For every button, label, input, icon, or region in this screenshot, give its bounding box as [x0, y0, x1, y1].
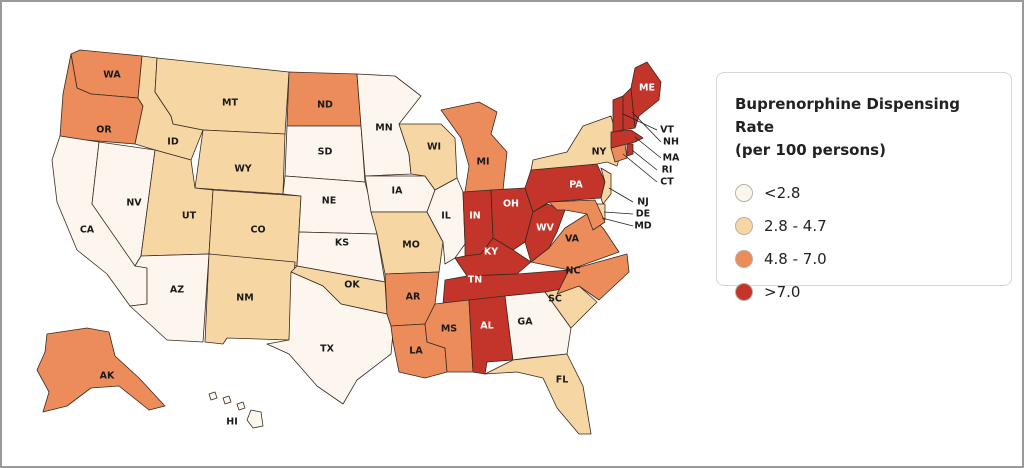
state-nm [204, 253, 296, 345]
legend-title: Buprenorphine Dispensing Rate (per 100 p… [735, 93, 993, 162]
state-label-oh: OH [503, 199, 519, 210]
state-label-wy: WY [234, 164, 251, 175]
state-label-wi: WI [427, 142, 441, 153]
legend-item-bin-3: >7.0 [735, 275, 993, 308]
state-mt [154, 57, 290, 135]
state-label-nv: NV [126, 198, 142, 209]
leader-line-ct [622, 153, 658, 183]
leader-line-md [601, 217, 634, 227]
legend-label: 4.8 - 7.0 [764, 249, 827, 268]
state-label-mi: MI [477, 157, 490, 168]
state-label-vt: VT [660, 125, 674, 136]
legend-swatch [735, 183, 753, 202]
state-label-id: ID [167, 137, 179, 148]
state-vt [612, 95, 624, 133]
state-label-ia: IA [392, 186, 404, 197]
state-label-md: MD [634, 221, 651, 232]
state-label-pa: PA [569, 180, 583, 191]
state-label-mn: MN [375, 123, 392, 134]
state-label-de: DE [636, 209, 650, 220]
state-label-nc: NC [566, 266, 581, 277]
legend-swatch [735, 282, 753, 301]
state-me [630, 61, 662, 129]
state-label-nd: ND [317, 100, 333, 111]
legend-item-bin-0: <2.8 [735, 176, 993, 209]
state-label-wa: WA [103, 70, 121, 81]
state-label-co: CO [250, 225, 265, 236]
state-mi [440, 101, 508, 193]
state-label-tn: TN [468, 275, 482, 286]
state-nc [556, 253, 630, 301]
state-label-ca: CA [80, 225, 95, 236]
leader-line-ri [631, 149, 658, 171]
state-label-ne: NE [322, 196, 336, 207]
us-choropleth-map: WA OR CA NV ID MT WY UT CO AZ NM ND SD NE KS OK TX MN IA MO… [36, 49, 680, 435]
state-label-ut: UT [182, 211, 197, 222]
state-label-ri: RI [662, 165, 673, 176]
state-label-ny: NY [592, 147, 607, 158]
state-ma [610, 129, 644, 149]
state-label-al: AL [480, 321, 493, 332]
legend: Buprenorphine Dispensing Rate (per 100 p… [716, 72, 1012, 301]
state-label-or: OR [96, 125, 112, 136]
legend-item-bin-2: 4.8 - 7.0 [735, 242, 993, 275]
state-label-me: ME [639, 83, 655, 94]
state-az [129, 253, 210, 343]
legend-item-bin-1: 2.8 - 4.7 [735, 209, 993, 242]
legend-label: <2.8 [764, 183, 801, 202]
leader-line-nh [631, 111, 662, 143]
state-label-ok: OK [344, 280, 360, 291]
state-label-sd: SD [318, 147, 333, 158]
state-label-il: IL [441, 211, 451, 222]
state-label-mo: MO [402, 240, 420, 251]
legend-title-line1: Buprenorphine Dispensing Rate [735, 95, 961, 136]
state-ak [36, 327, 166, 413]
state-label-ak: AK [100, 371, 115, 382]
state-label-hi: HI [226, 417, 238, 428]
state-tx [266, 271, 394, 405]
state-label-mt: MT [222, 98, 238, 109]
legend-title-line2: (per 100 persons) [735, 141, 886, 159]
state-label-ms: MS [441, 324, 457, 335]
leader-line-ma [634, 136, 662, 159]
state-label-nm: NM [236, 293, 253, 304]
state-ny [530, 115, 622, 171]
state-label-la: LA [409, 346, 423, 357]
legend-swatch [735, 216, 753, 235]
state-label-ks: KS [335, 238, 349, 249]
state-md [548, 199, 606, 231]
state-label-ma: MA [663, 153, 680, 164]
leader-line-vt [622, 113, 658, 131]
state-wy [194, 129, 286, 195]
leader-line-nj [608, 187, 634, 203]
state-label-nh: NH [663, 137, 679, 148]
legend-swatch [735, 249, 753, 268]
state-label-nj: NJ [637, 197, 649, 208]
state-label-ar: AR [406, 292, 421, 303]
state-label-sc: SC [548, 294, 562, 305]
state-label-ga: GA [517, 317, 533, 328]
state-hi [208, 391, 264, 429]
state-label-va: VA [565, 234, 580, 245]
legend-label: >7.0 [764, 282, 801, 301]
state-label-in: IN [469, 211, 481, 222]
state-fl [484, 353, 592, 435]
state-label-fl: FL [556, 375, 569, 386]
state-label-wv: WV [536, 223, 554, 234]
legend-label: 2.8 - 4.7 [764, 216, 827, 235]
state-label-ct: CT [660, 177, 674, 188]
state-label-az: AZ [170, 285, 184, 296]
state-label-ky: KY [484, 247, 498, 258]
state-ri [626, 143, 634, 157]
leader-line-de [603, 211, 634, 215]
state-label-tx: TX [320, 344, 334, 355]
